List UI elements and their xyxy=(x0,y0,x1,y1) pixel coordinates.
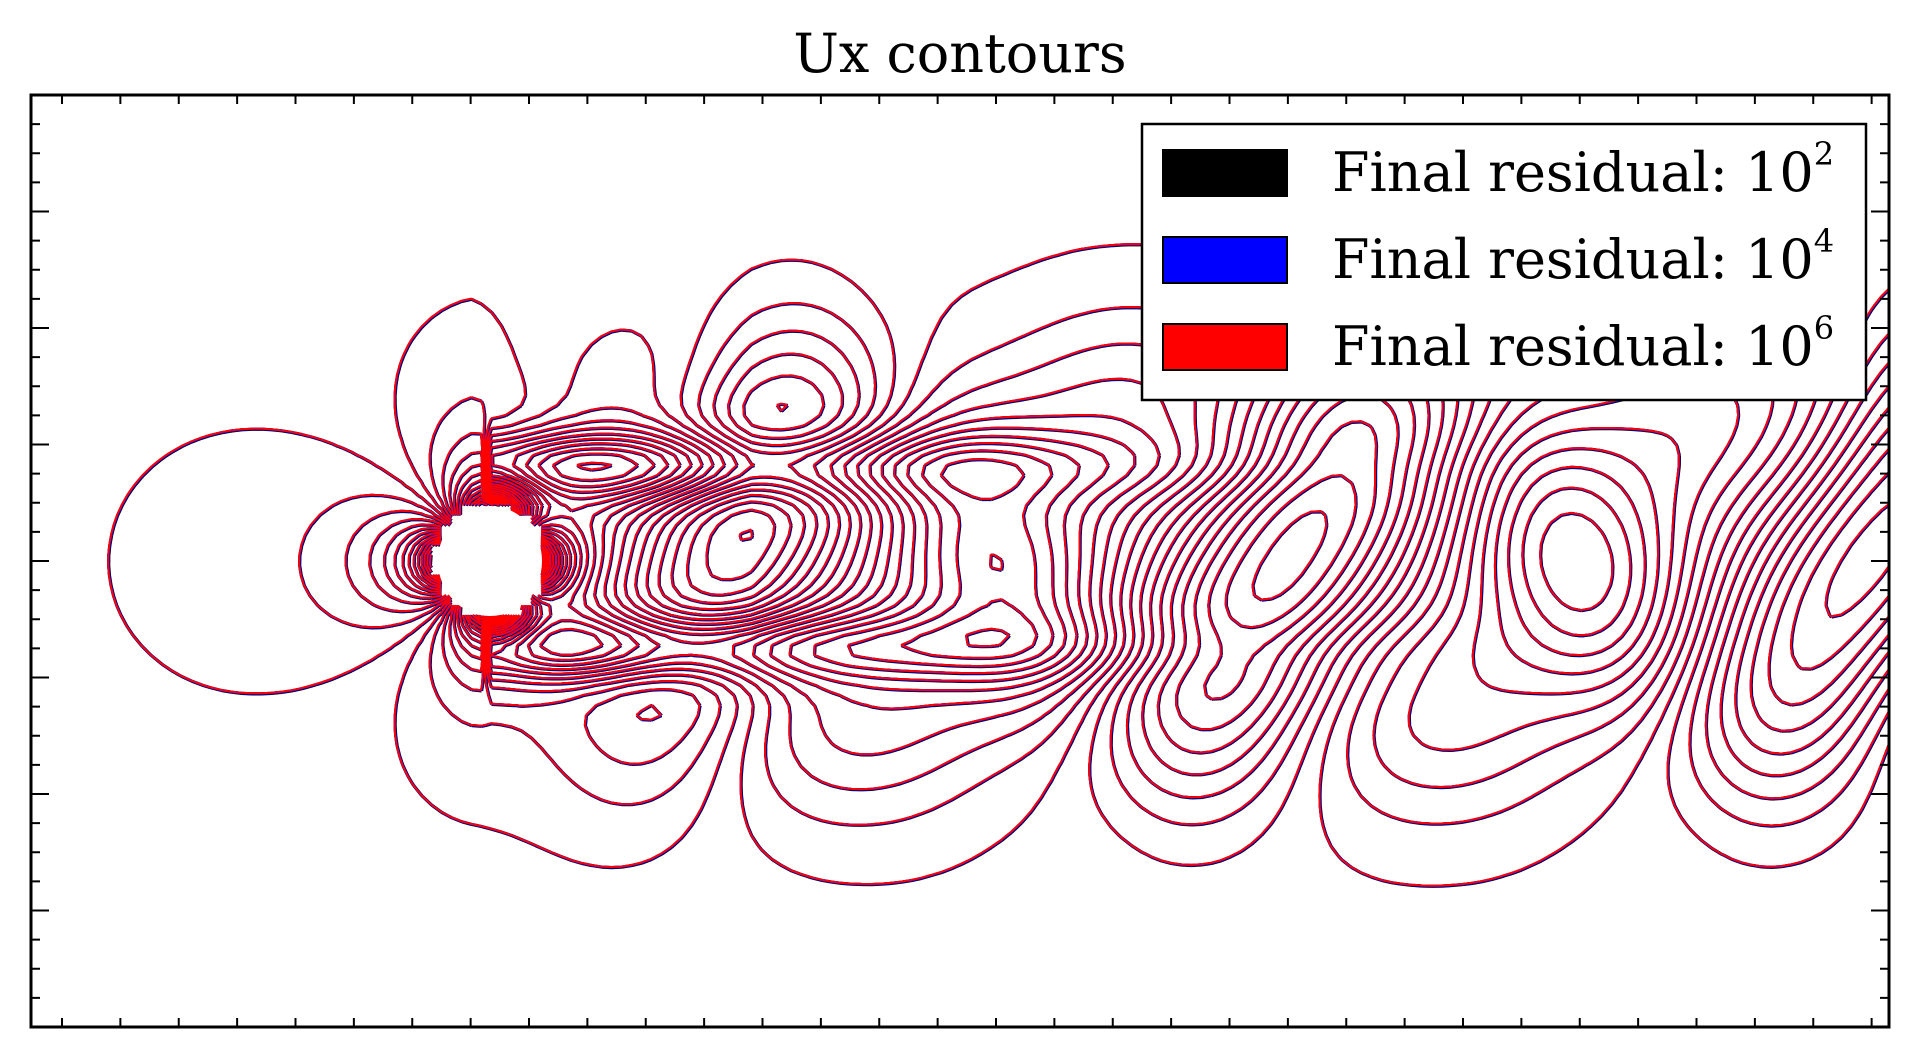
cylinder-obstacle xyxy=(438,506,542,616)
contour-line xyxy=(474,501,489,621)
contour-line xyxy=(458,420,1889,706)
contour-line xyxy=(468,496,500,626)
legend-label: Final residual: 106 xyxy=(1332,309,1834,378)
legend-entry: Final residual: 102 xyxy=(1162,135,1834,204)
contour-line xyxy=(439,546,549,577)
legend-label: Final residual: 104 xyxy=(1332,222,1834,291)
contour-line xyxy=(368,377,1740,756)
contour-line xyxy=(466,493,514,630)
contour-line xyxy=(441,328,1889,800)
contour-line xyxy=(383,414,1680,710)
contour-line xyxy=(420,536,1010,648)
legend-swatch-black xyxy=(1162,149,1288,197)
contour-line xyxy=(344,342,1774,791)
contour-line xyxy=(540,549,547,573)
contour-line xyxy=(393,426,1659,692)
contour-line xyxy=(423,538,558,584)
legend-entry: Final residual: 106 xyxy=(1162,309,1834,378)
contour-lines xyxy=(107,243,1889,888)
plot-frame xyxy=(29,93,1891,1029)
legend-entry: Final residual: 104 xyxy=(1162,222,1834,291)
chart-title: Ux contours xyxy=(793,22,1126,85)
contour-line xyxy=(471,498,494,624)
contour-line xyxy=(407,442,1632,675)
plot-area xyxy=(107,243,1889,888)
contour-series-2 xyxy=(107,243,1889,887)
contour-line xyxy=(412,449,1614,667)
contour-line xyxy=(448,351,1889,778)
contour-line xyxy=(448,351,1889,777)
legend: Final residual: 102 Final residual: 104 … xyxy=(1140,122,1868,402)
legend-swatch-blue xyxy=(1162,236,1288,284)
contour-line xyxy=(428,542,552,580)
legend-swatch-red xyxy=(1162,323,1288,371)
contour-line xyxy=(426,540,555,582)
contour-line xyxy=(393,258,1889,868)
contour-line xyxy=(416,458,1038,659)
contour-line xyxy=(401,434,1646,682)
contour-line xyxy=(448,351,1889,777)
legend-label: Final residual: 102 xyxy=(1332,135,1834,204)
